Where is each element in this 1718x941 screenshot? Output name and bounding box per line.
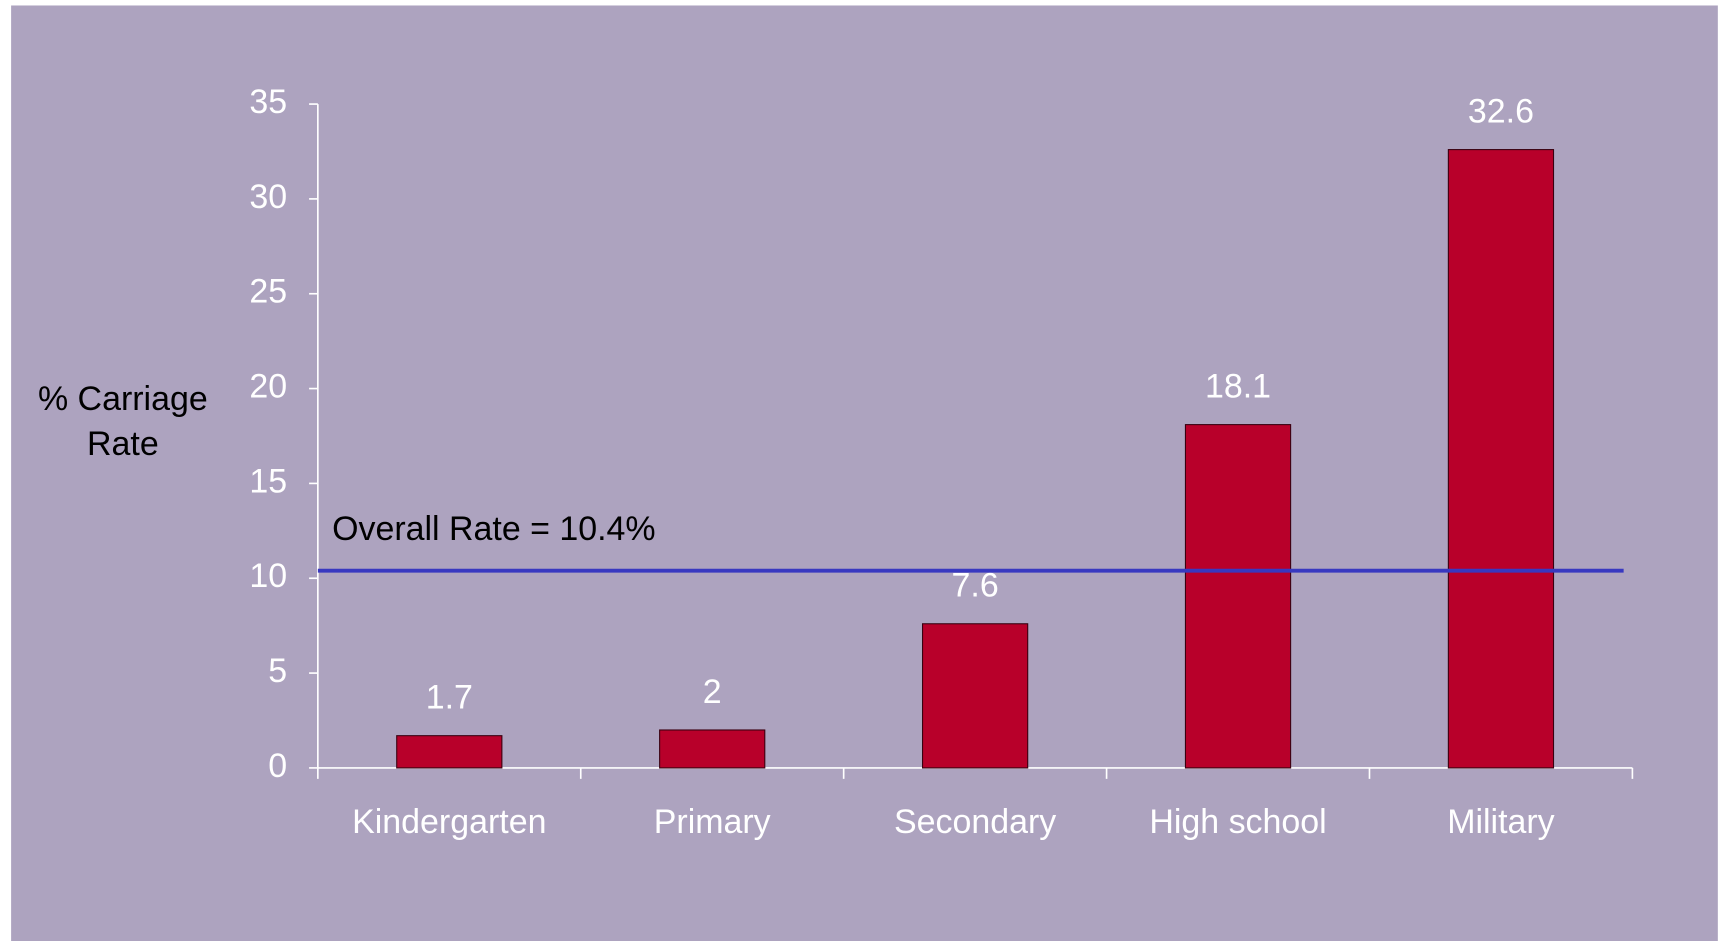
bar <box>396 735 503 769</box>
x-tick-label: Military <box>1447 803 1554 841</box>
y-tick-label: 0 <box>268 747 287 785</box>
y-tick-label: 15 <box>249 462 287 500</box>
bar <box>1184 424 1292 769</box>
x-tick-label: Primary <box>654 803 771 841</box>
y-tick-label: 25 <box>249 273 287 311</box>
y-tick-label: 20 <box>249 368 287 406</box>
data-label: 1.7 <box>426 678 473 716</box>
background <box>11 5 1718 941</box>
y-tick-label: 10 <box>249 557 287 595</box>
x-tick-label: High school <box>1149 803 1326 841</box>
bar <box>1447 149 1555 769</box>
y-tick-label: 5 <box>268 652 287 690</box>
data-label: 7.6 <box>952 567 999 605</box>
y-tick-label: 35 <box>249 83 287 121</box>
y-axis-label: % Carriage <box>38 380 208 418</box>
bar <box>921 623 1029 769</box>
y-tick-label: 30 <box>249 178 287 216</box>
x-tick-label: Kindergarten <box>352 803 546 841</box>
data-label: 32.6 <box>1468 92 1534 130</box>
y-axis-label: Rate <box>87 425 159 463</box>
bar <box>659 729 766 769</box>
data-label: 2 <box>703 673 722 711</box>
data-label: 18.1 <box>1205 367 1271 405</box>
x-tick-label: Secondary <box>894 803 1056 841</box>
reference-label: Overall Rate = 10.4% <box>332 510 656 548</box>
